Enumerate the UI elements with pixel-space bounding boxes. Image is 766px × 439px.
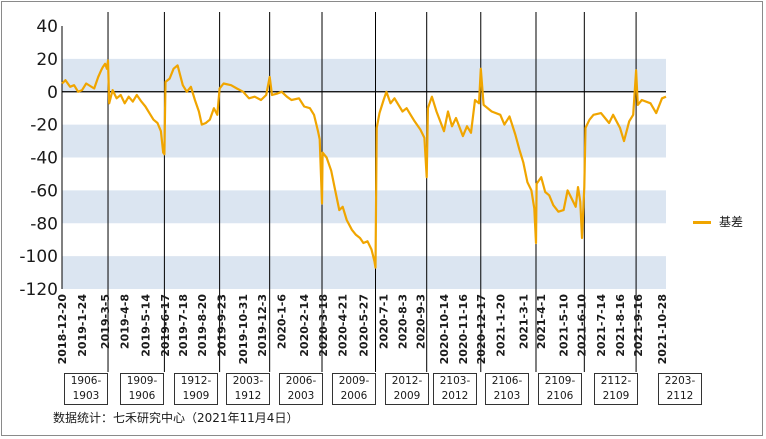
x-tick-label: 2020-11-16 [457,294,470,365]
legend-label: 基差 [719,215,744,229]
x-tick-label: 2020-1-6 [276,294,289,349]
x-tick-label: 2019-12-3 [256,294,269,357]
y-tick-label: -40 [30,149,58,169]
y-tick-label: -80 [30,214,58,234]
contract-roll-box: 1906- 1903 [64,373,108,405]
x-tick-label: 2020-7-1 [378,294,391,349]
x-tick-label: 2019-6-17 [159,294,172,357]
x-tick-label: 2021-5-10 [558,294,571,357]
series-line-basis [61,59,667,269]
x-tick-label: 2021-8-16 [614,294,627,357]
contract-roll-box: 1912- 1909 [174,373,218,405]
x-tick-label: 2020-8-3 [397,294,410,349]
x-tick-label: 2019-3-5 [99,294,112,349]
y-tick-label: 40 [36,17,58,37]
x-tick-label: 2020-3-18 [317,294,330,357]
contract-roll-box: 2106- 2103 [485,373,529,405]
shaded-band [62,124,666,158]
contract-roll-box: 2003- 1912 [226,373,270,405]
contract-roll-box: 2103- 2012 [433,373,477,405]
contract-roll-box: 2009- 2006 [332,373,376,405]
contract-roll-box: 2109- 2106 [538,373,582,405]
x-tick-label: 2019-10-31 [237,294,250,364]
y-tick-label: 0 [47,83,58,103]
contract-roll-box: 1909- 1906 [120,373,164,405]
x-tick-label: 2020-2-14 [298,294,311,357]
x-tick-label: 2020-4-21 [337,294,350,357]
x-tick-label: 2020-12-17 [475,294,488,364]
x-tick-label: 2019-5-14 [139,294,152,357]
x-tick-label: 2021-9-16 [632,294,645,357]
y-tick-label: -120 [19,280,58,300]
shaded-band [62,256,666,289]
x-tick-label: 2021-4-1 [535,294,548,349]
chart-legend: 基差 [693,213,743,230]
contract-roll-box: 2006- 2003 [279,373,323,405]
x-tick-label: 2021-1-20 [494,294,507,357]
y-tick-label: -60 [30,181,58,201]
x-tick-label: 2020-9-3 [414,294,427,349]
y-tick-label: -20 [30,116,58,136]
y-tick-label: -100 [19,247,58,267]
x-tick-label: 2020-10-14 [438,294,451,365]
source-note: 数据统计：七禾研究中心（2021年11月4日） [53,411,299,425]
x-tick-label: 2019-4-8 [119,294,132,349]
x-tick-label: 2020-5-27 [357,294,370,357]
x-tick-label: 2019-7-18 [177,294,190,357]
contract-roll-box: 2112- 2109 [594,373,638,405]
shaded-band [62,58,666,92]
x-tick-label: 2019-8-20 [196,294,209,357]
x-tick-label: 2019-1-24 [76,294,89,357]
x-tick-label: 2018-12-20 [56,294,69,365]
x-tick-label: 2019-9-23 [215,294,228,357]
x-tick-label: 2021-7-14 [595,294,608,357]
y-tick-label: 20 [36,50,58,70]
x-tick-label: 2021-6-10 [575,294,588,357]
contract-roll-box: 2012- 2009 [385,373,429,405]
x-tick-label: 2021-10-28 [656,294,669,364]
contract-roll-box: 2203- 2112 [658,373,702,405]
x-tick-label: 2021-3-1 [517,294,530,349]
legend-swatch [693,221,711,224]
